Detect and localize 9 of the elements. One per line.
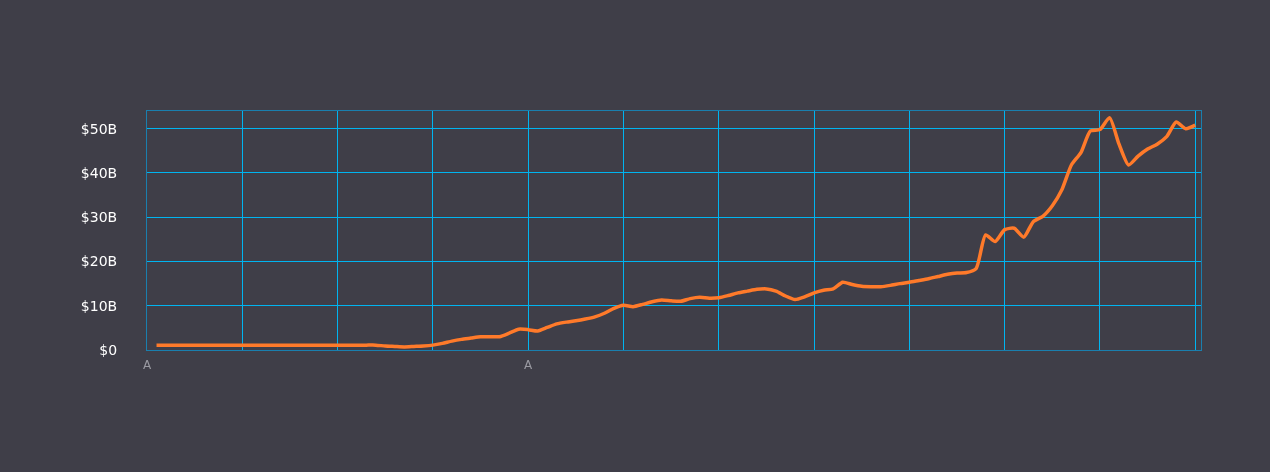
- y-tick-label: $30B: [80, 209, 118, 226]
- x-tick-label: A: [524, 358, 534, 373]
- y-tick-label: $50B: [80, 120, 118, 137]
- y-tick-label: $20B: [80, 253, 118, 270]
- y-tick-label: $0: [99, 341, 118, 358]
- line-series: [154, 115, 1198, 349]
- y-tick-label: $40B: [80, 164, 118, 181]
- x-tick-label: A: [142, 358, 152, 373]
- y-tick-label: $10B: [80, 297, 118, 314]
